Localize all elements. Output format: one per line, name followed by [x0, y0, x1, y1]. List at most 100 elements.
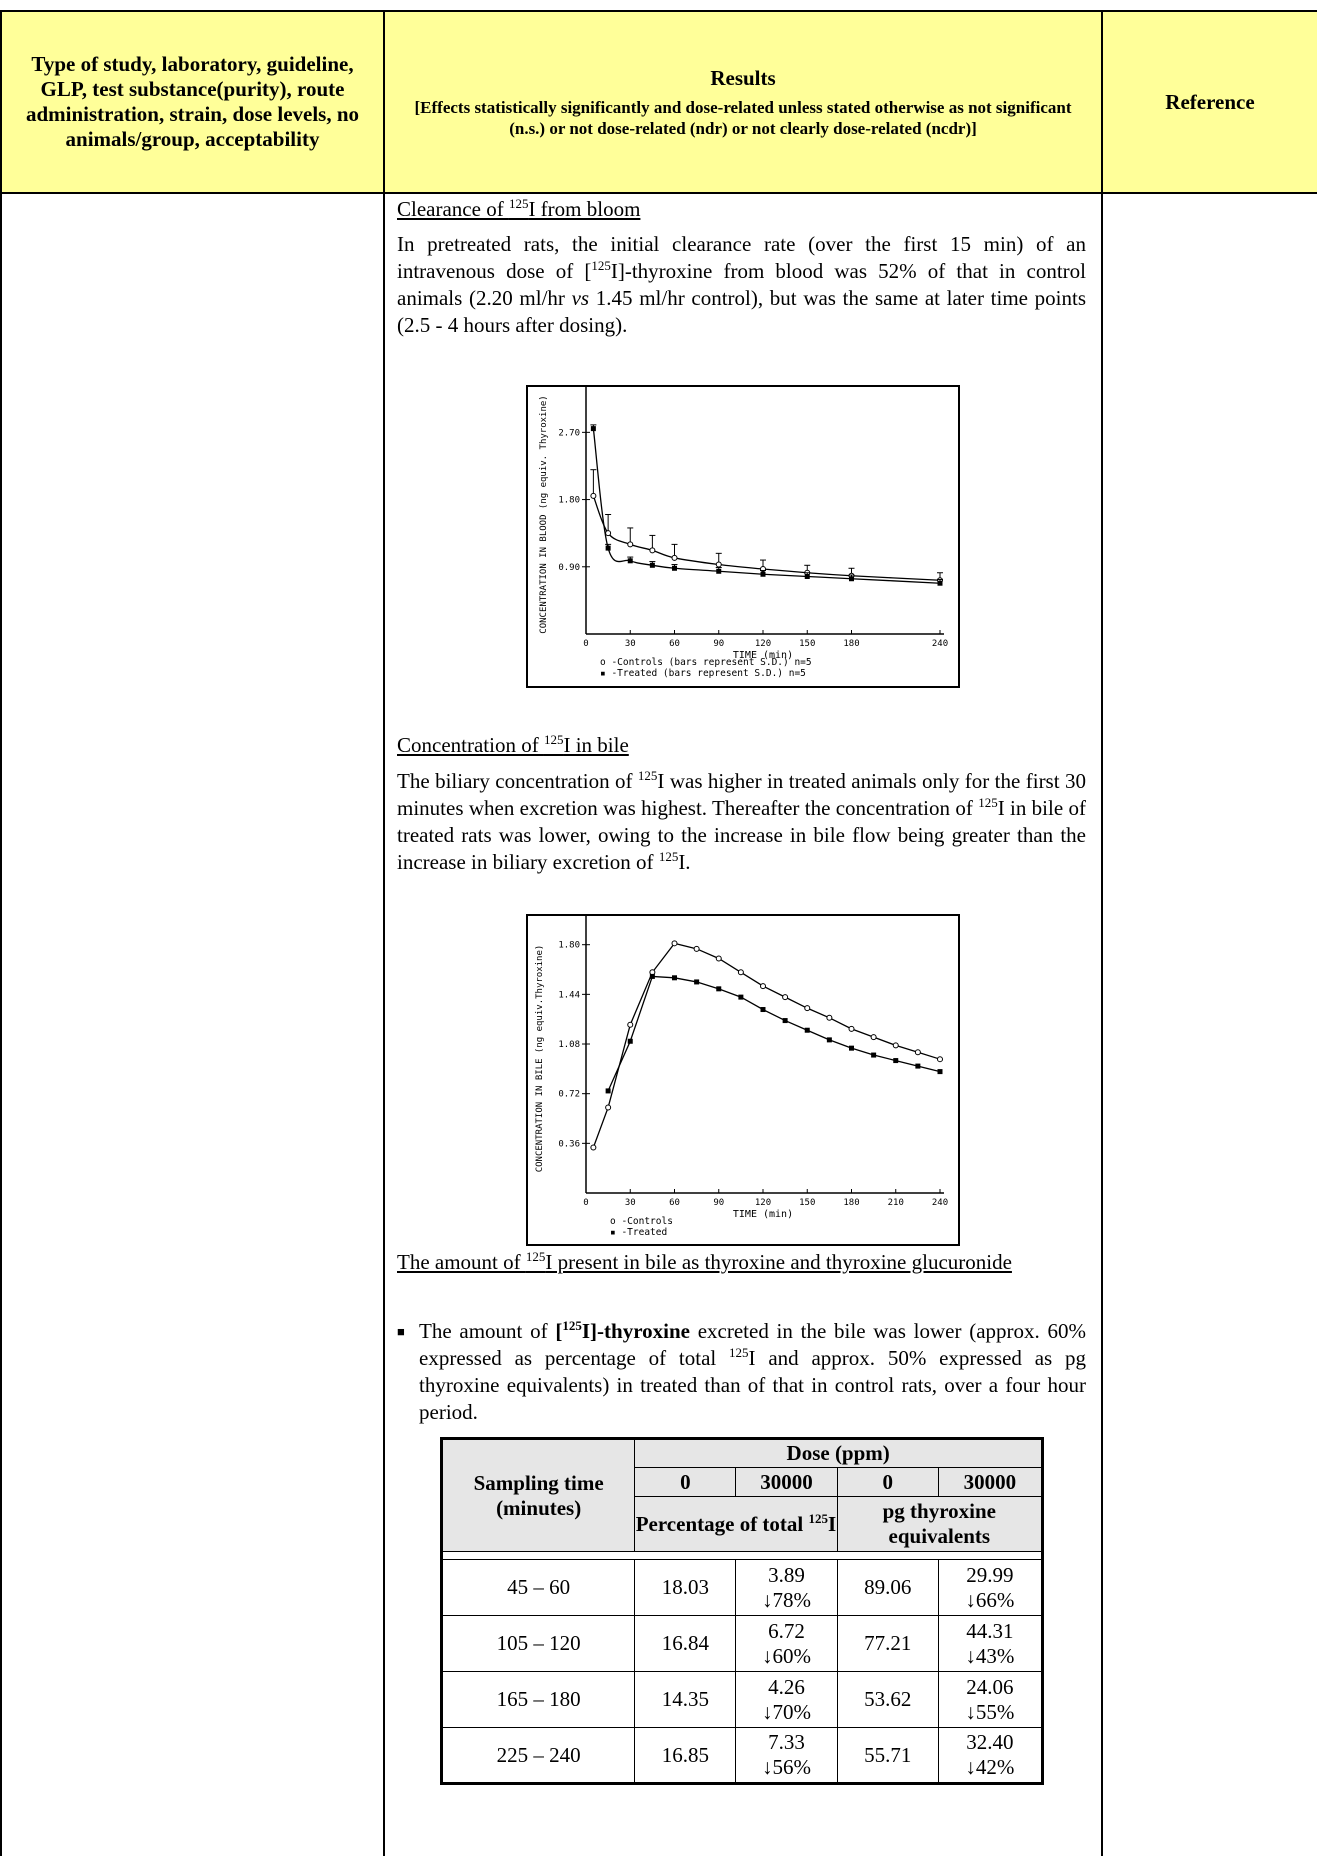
series-line	[593, 429, 940, 584]
x-tick-label: 0	[583, 1198, 588, 1208]
y-tick-label: 2.70	[558, 428, 580, 438]
dose-header: Dose (ppm)	[635, 1439, 1043, 1468]
header-study-text: Type of study, laboratory, guideline, GL…	[20, 52, 365, 152]
bullet-text: The amount of [125I]-thyroxine excreted …	[419, 1318, 1086, 1426]
x-tick-label: 180	[843, 639, 859, 649]
x-tick-label: 240	[932, 639, 948, 649]
section-bile-heading: Concentration of 125I in bile	[397, 732, 629, 759]
sampling-time-header: Sampling time (minutes)	[442, 1439, 635, 1552]
data-point	[827, 1015, 832, 1020]
bile-concentration-chart: 0.36 0.72 1.08 1.44 1.80 0 30 60 90 120 150 180 210 2…	[528, 916, 958, 1244]
data-point	[938, 1057, 943, 1062]
data-point	[628, 542, 633, 547]
thyroxine-table: Sampling time (minutes) Dose (ppm) 0 300…	[440, 1437, 1044, 1785]
dose-label: 30000	[736, 1468, 837, 1497]
bullet-marker: ■	[397, 1318, 419, 1426]
series-line	[608, 976, 940, 1090]
data-point	[938, 1069, 943, 1074]
x-tick-label: 150	[799, 1198, 815, 1208]
data-point	[915, 1050, 920, 1055]
data-point	[650, 563, 655, 568]
x-axis-label: TIME (min)	[733, 1209, 793, 1220]
data-point	[591, 1145, 596, 1150]
series-line	[593, 496, 940, 580]
data-point	[827, 1037, 832, 1042]
x-tick-label: 180	[843, 1198, 859, 1208]
col-divider-2	[1101, 10, 1103, 1856]
y-tick-label: 1.44	[558, 990, 580, 1000]
data-point	[871, 1053, 876, 1058]
data-point	[650, 974, 655, 979]
bile-concentration-figure: 0.36 0.72 1.08 1.44 1.80 0 30 60 90 120 150 180 210 2…	[526, 914, 960, 1246]
data-point	[761, 572, 766, 577]
x-tick-label: 0	[583, 639, 588, 649]
data-point	[672, 975, 677, 980]
data-point	[628, 558, 633, 563]
dose-label: 0	[837, 1468, 938, 1497]
header-bottom-border	[0, 192, 1317, 194]
header-reference-text: Reference	[1165, 90, 1254, 115]
data-point	[672, 555, 677, 560]
data-point	[761, 1007, 766, 1012]
data-point	[783, 1018, 788, 1023]
data-point	[606, 531, 611, 536]
data-point	[628, 1039, 633, 1044]
percentage-group-header: Percentage of total 125I	[635, 1497, 837, 1552]
table-top-border	[0, 10, 1317, 12]
dose-label: 30000	[938, 1468, 1042, 1497]
table-row: 165 – 180 14.35 4.26 ↓70% 53.62 24.06 ↓55%	[442, 1672, 1043, 1728]
series-line	[593, 943, 940, 1147]
section-blood-paragraph: In pretreated rats, the initial clearanc…	[397, 231, 1086, 339]
data-point	[716, 569, 721, 574]
section-bile-paragraph: The biliary concentration of 125I was hi…	[397, 768, 1086, 876]
data-point	[606, 546, 611, 551]
x-tick-label: 120	[755, 1198, 771, 1208]
data-point	[716, 986, 721, 991]
section-thyroxine-heading: The amount of 125I present in bile as th…	[397, 1249, 1086, 1276]
blood-clearance-chart: 0.90 1.80 2.70 0 30 60 90 120 150 180 240 TIME (min…	[528, 387, 958, 686]
table-row: 105 – 120 16.84 6.72 ↓60% 77.21 44.31 ↓43%	[442, 1616, 1043, 1672]
data-point	[805, 1028, 810, 1033]
data-point	[805, 1006, 810, 1011]
data-point	[938, 581, 943, 586]
legend-entry: ▪ -Treated (bars represent S.D.) n=5	[600, 668, 806, 679]
x-tick-label: 60	[669, 1198, 680, 1208]
data-point	[591, 493, 596, 498]
pg-group-header: pg thyroxine equivalents	[837, 1497, 1042, 1552]
header-col-results: Results [Effects statistically significa…	[385, 12, 1101, 192]
section-blood-heading: Clearance of 125I from bloom	[397, 196, 640, 223]
data-point	[893, 1043, 898, 1048]
y-tick-label: 0.90	[558, 563, 580, 573]
x-tick-label: 120	[755, 639, 771, 649]
data-point	[716, 956, 721, 961]
data-point	[849, 1046, 854, 1051]
data-point	[716, 562, 721, 567]
data-point	[871, 1035, 876, 1040]
y-tick-label: 1.80	[558, 941, 580, 951]
y-tick-label: 1.08	[558, 1040, 580, 1050]
thyroxine-bullet: ■ The amount of [125I]-thyroxine excrete…	[397, 1318, 1086, 1426]
y-tick-label: 0.72	[558, 1090, 580, 1100]
table-row: 45 – 60 18.03 3.89 ↓78% 89.06 29.99 ↓66%	[442, 1560, 1043, 1616]
data-point	[893, 1058, 898, 1063]
x-tick-label: 30	[625, 639, 636, 649]
y-tick-label: 0.36	[558, 1139, 580, 1149]
col-divider-left	[0, 10, 2, 1856]
x-tick-label: 240	[932, 1198, 948, 1208]
x-tick-label: 30	[625, 1198, 636, 1208]
y-tick-label: 1.80	[558, 496, 580, 506]
header-col-reference: Reference	[1103, 12, 1317, 192]
header-results-title: Results	[710, 66, 775, 91]
data-point	[738, 970, 743, 975]
dose-label: 0	[635, 1468, 736, 1497]
x-tick-label: 150	[799, 639, 815, 649]
data-point	[650, 548, 655, 553]
col-divider-1	[383, 10, 385, 1856]
y-axis-label: CONCENTRATION IN BILE (ng equiv.Thyroxin…	[535, 945, 545, 1173]
data-point	[591, 426, 596, 431]
data-point	[694, 979, 699, 984]
x-tick-label: 90	[713, 639, 724, 649]
data-point	[805, 574, 810, 579]
data-point	[761, 984, 766, 989]
data-point	[672, 941, 677, 946]
